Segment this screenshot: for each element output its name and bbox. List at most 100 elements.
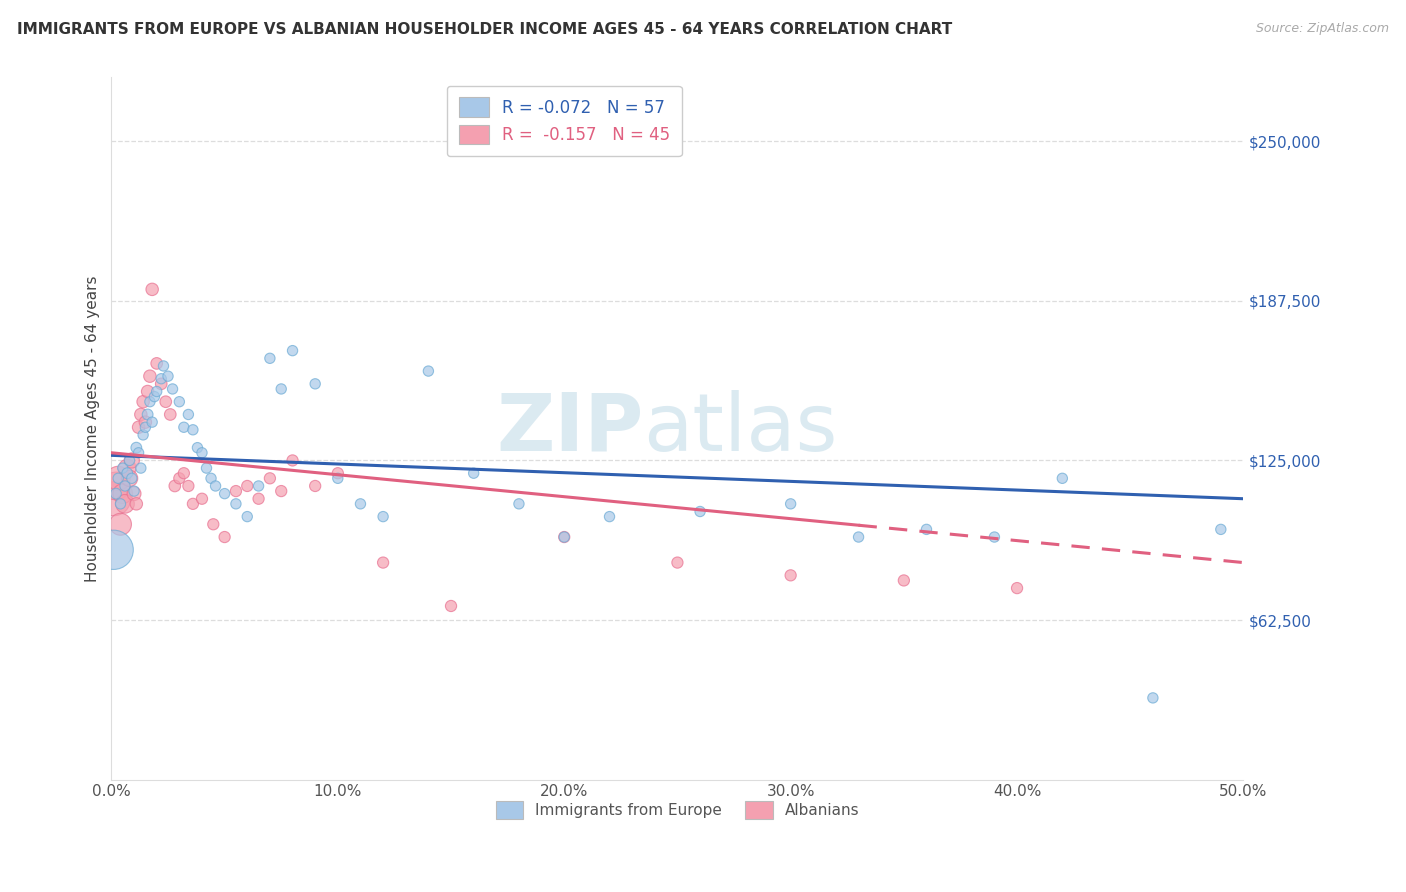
Point [134,420,156,434]
Point [204,479,226,493]
Point [143,390,166,404]
Point [162,382,184,396]
Point [508,497,530,511]
Point [304,376,326,391]
Point [349,497,371,511]
Point [111,486,134,500]
Point [155,394,177,409]
Point [163,479,186,493]
Point [214,530,236,544]
Point [181,497,204,511]
Point [259,351,281,366]
Point [129,408,152,422]
Point [270,484,292,499]
Point [118,471,141,485]
Point [214,486,236,500]
Point [128,446,150,460]
Point [893,574,915,588]
Point [1209,522,1232,536]
Point [141,282,163,296]
Point [118,453,141,467]
Point [121,471,143,485]
Point [136,384,159,399]
Point [104,486,127,500]
Point [150,376,173,391]
Point [122,484,145,499]
Point [983,530,1005,544]
Point [191,491,214,506]
Point [136,408,159,422]
Point [848,530,870,544]
Point [247,479,270,493]
Text: IMMIGRANTS FROM EUROPE VS ALBANIAN HOUSEHOLDER INCOME AGES 45 - 64 YEARS CORRELA: IMMIGRANTS FROM EUROPE VS ALBANIAN HOUSE… [17,22,952,37]
Point [132,428,155,442]
Point [418,364,440,378]
Point [326,471,349,485]
Point [129,461,152,475]
Point [915,522,938,536]
Point [145,384,167,399]
Point [371,509,394,524]
Point [371,556,394,570]
Point [779,568,801,582]
Point [111,461,134,475]
Point [191,446,214,460]
Text: ZIP: ZIP [496,390,644,467]
Point [110,497,132,511]
Point [553,530,575,544]
Point [107,471,129,485]
Point [236,509,259,524]
Point [236,479,259,493]
Point [326,467,349,481]
Point [200,471,222,485]
Point [139,369,162,384]
Point [689,504,711,518]
Point [225,497,247,511]
Legend: Immigrants from Europe, Albanians: Immigrants from Europe, Albanians [489,795,866,824]
Point [103,542,125,557]
Point [225,484,247,499]
Point [440,599,463,613]
Point [159,408,181,422]
Point [463,467,485,481]
Point [1142,690,1164,705]
Point [177,408,200,422]
Point [122,486,145,500]
Point [281,343,304,358]
Point [195,461,218,475]
Point [139,394,162,409]
Point [202,517,225,532]
Point [125,497,148,511]
Point [104,479,127,493]
Point [132,394,155,409]
Point [114,497,136,511]
Point [141,415,163,429]
Point [177,479,200,493]
Point [117,467,139,481]
Point [145,356,167,370]
Text: atlas: atlas [644,390,838,467]
Point [103,491,125,506]
Point [270,382,292,396]
Point [666,556,689,570]
Point [259,471,281,485]
Point [107,471,129,485]
Point [779,497,801,511]
Point [169,394,191,409]
Point [1005,581,1028,595]
Point [150,372,173,386]
Point [304,479,326,493]
Point [134,415,156,429]
Point [121,453,143,467]
Y-axis label: Householder Income Ages 45 - 64 years: Householder Income Ages 45 - 64 years [86,276,100,582]
Text: Source: ZipAtlas.com: Source: ZipAtlas.com [1256,22,1389,36]
Point [1052,471,1074,485]
Point [128,420,150,434]
Point [281,453,304,467]
Point [156,369,179,384]
Point [186,441,208,455]
Point [117,461,139,475]
Point [152,359,174,373]
Point [125,441,148,455]
Point [599,509,621,524]
